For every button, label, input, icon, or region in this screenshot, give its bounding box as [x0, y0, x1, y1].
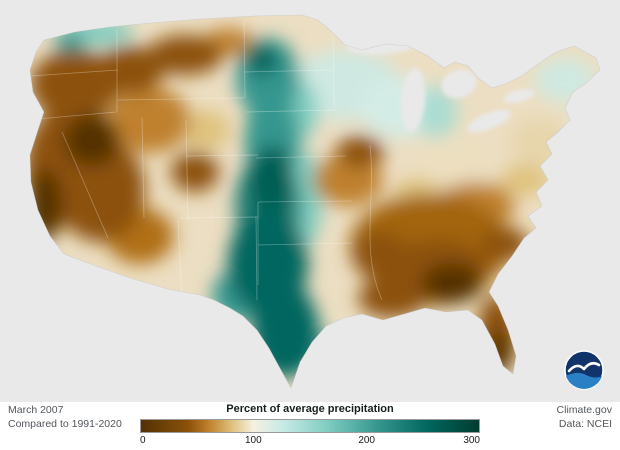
date-block: March 2007 Compared to 1991-2020: [8, 404, 122, 431]
noaa-logo-gull: [567, 364, 586, 373]
us-coastline: [29, 14, 601, 389]
colorbar: [140, 419, 480, 433]
colorbar-ticks: 0 100 200 300: [140, 435, 480, 448]
noaa-logo-ocean: [565, 372, 603, 389]
footer: March 2007 Compared to 1991-2020 Percent…: [0, 402, 620, 450]
map-date: March 2007: [8, 404, 64, 416]
colorbar-tick-200: 200: [358, 435, 375, 446]
noaa-logo: [564, 350, 604, 390]
source-data: Data: NCEI: [558, 417, 612, 430]
state-borders: [30, 19, 383, 301]
source-site: Climate.gov: [556, 404, 612, 416]
legend-title: Percent of average precipitation: [226, 403, 394, 415]
noaa-logo-gull-2: [582, 361, 601, 371]
us-map-svg: [29, 14, 601, 389]
map-comparison: Compared to 1991-2020: [8, 417, 122, 430]
colorbar-tick-300: 300: [463, 435, 480, 446]
colorbar-tick-100: 100: [244, 435, 262, 446]
attribution-block: Climate.gov Data: NCEI: [557, 404, 612, 431]
colorbar-tick-0: 0: [140, 435, 146, 446]
us-precipitation-map: [0, 0, 620, 402]
colorbar-legend: Percent of average precipitation 0 100 200…: [140, 403, 480, 448]
